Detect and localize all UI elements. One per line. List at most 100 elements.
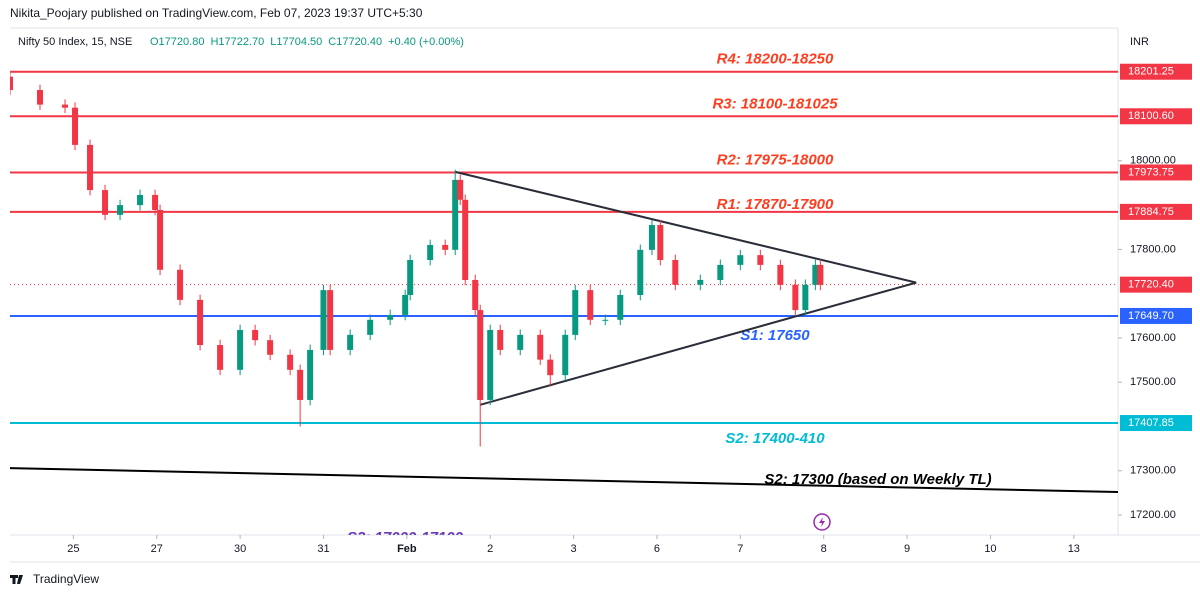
price-tag-label: 17720.40 bbox=[1128, 279, 1174, 291]
candle-body bbox=[427, 244, 434, 261]
candle-body bbox=[737, 255, 744, 265]
symbol: Nifty 50 Index, 15, NSE bbox=[18, 36, 132, 48]
candle-body bbox=[757, 255, 764, 265]
y-tick-label: 17300.00 bbox=[1130, 465, 1176, 477]
candle-body bbox=[587, 290, 594, 320]
candle-body bbox=[817, 264, 824, 285]
price-tag bbox=[1120, 307, 1192, 324]
candle-body bbox=[287, 354, 294, 370]
candle-body bbox=[672, 260, 679, 285]
candle-body bbox=[717, 264, 724, 280]
x-tick-label: 10 bbox=[984, 543, 996, 555]
candle-body bbox=[402, 295, 409, 315]
price-tag bbox=[1120, 164, 1192, 181]
change: +0.40 (+0.00%) bbox=[388, 36, 464, 48]
price-tag-label: 17884.75 bbox=[1128, 206, 1174, 218]
candle-body bbox=[320, 290, 327, 350]
candle-body bbox=[442, 244, 449, 250]
price-tag bbox=[1120, 203, 1192, 220]
candle-body bbox=[117, 205, 124, 215]
candle-body bbox=[657, 225, 664, 261]
price-tag bbox=[1120, 415, 1192, 432]
x-tick-label: 13 bbox=[1068, 543, 1080, 555]
level-note: R4: 18200-18250 bbox=[717, 51, 834, 68]
candle-body bbox=[72, 107, 79, 145]
level-note: S2: 17400-410 bbox=[725, 430, 825, 447]
y-tick-label: 17200.00 bbox=[1130, 509, 1176, 521]
price-tag bbox=[1120, 63, 1192, 80]
candle-body bbox=[157, 209, 164, 270]
x-tick-label: 6 bbox=[654, 543, 660, 555]
candle-body bbox=[267, 340, 274, 355]
price-tag bbox=[1120, 108, 1192, 125]
candle-body bbox=[457, 179, 464, 200]
published-line: Nikita_Poojary published on TradingView.… bbox=[10, 6, 423, 20]
candle-body bbox=[367, 319, 374, 335]
ohlc-value: L17704.50 bbox=[270, 36, 322, 48]
ohlc-value: O17720.80 bbox=[150, 36, 204, 48]
price-tag-label: 17973.75 bbox=[1128, 166, 1174, 178]
candle-body bbox=[562, 334, 569, 376]
x-tick-label: 30 bbox=[234, 543, 246, 555]
candle-body bbox=[252, 329, 259, 341]
candle-body bbox=[452, 179, 459, 250]
x-tick-label: 2 bbox=[487, 543, 493, 555]
plot: R4: 18200-18250 R3: 18100-181025 R2: 17975… bbox=[10, 51, 1118, 535]
ohlc-value: H17722.70 bbox=[210, 36, 264, 48]
candle-body bbox=[152, 194, 159, 210]
price-tag-label: 17649.70 bbox=[1128, 310, 1174, 322]
candle-body bbox=[802, 284, 809, 311]
x-tick-label: 9 bbox=[904, 543, 910, 555]
candle-body bbox=[792, 284, 799, 311]
candle-body bbox=[307, 349, 314, 400]
trend-note: S2: 17300 (based on Weekly TL) bbox=[764, 471, 991, 488]
candle-body bbox=[297, 369, 304, 400]
y-tick-label: 18000.00 bbox=[1130, 155, 1176, 167]
x-tick-label: 27 bbox=[151, 543, 163, 555]
price-tag bbox=[1120, 276, 1192, 293]
candle-body bbox=[407, 260, 414, 296]
x-tick-label: 31 bbox=[317, 543, 329, 555]
currency: INR bbox=[1130, 36, 1149, 48]
trend-line bbox=[454, 170, 917, 284]
candle-body bbox=[547, 359, 554, 376]
candle-body bbox=[487, 329, 494, 400]
candle-body bbox=[102, 190, 109, 215]
candle-body bbox=[87, 144, 94, 191]
y-tick-label: 17500.00 bbox=[1130, 376, 1176, 388]
logo bbox=[10, 575, 23, 584]
candle-body bbox=[497, 329, 504, 350]
candle-body bbox=[327, 290, 334, 350]
price-tag-label: 17407.85 bbox=[1128, 417, 1174, 429]
candle-body bbox=[812, 264, 819, 285]
candle-body bbox=[62, 104, 69, 108]
candle-body bbox=[477, 310, 484, 400]
price-tag-label: 18100.60 bbox=[1128, 110, 1174, 122]
level-note: R3: 18100-181025 bbox=[712, 95, 838, 112]
candle-body bbox=[177, 269, 184, 300]
y-tick-label: 17800.00 bbox=[1130, 243, 1176, 255]
x-tick-label: 25 bbox=[67, 543, 79, 555]
candle-body bbox=[617, 295, 624, 320]
x-tick-label: 7 bbox=[737, 543, 743, 555]
level-note: R1: 17870-17900 bbox=[717, 196, 834, 213]
candle-body bbox=[637, 249, 644, 296]
candle-body bbox=[37, 89, 44, 105]
level-note: R2: 17975-18000 bbox=[717, 151, 834, 168]
level-note: S1: 17650 bbox=[740, 327, 810, 344]
candle-body bbox=[387, 314, 394, 320]
price-tag-label: 18201.25 bbox=[1128, 66, 1174, 78]
brand: TradingView bbox=[33, 572, 99, 586]
candle-body bbox=[517, 334, 524, 350]
x-tick-label: Feb bbox=[397, 543, 417, 555]
trend-line bbox=[10, 467, 1118, 494]
candle-body bbox=[137, 194, 144, 206]
candle-body bbox=[197, 299, 204, 346]
trend-line bbox=[479, 281, 917, 406]
x-tick-label: 8 bbox=[821, 543, 827, 555]
ohlc-value: C17720.40 bbox=[328, 36, 382, 48]
candle-body bbox=[347, 334, 354, 350]
candle-body bbox=[237, 329, 244, 370]
candle-body bbox=[602, 319, 609, 321]
